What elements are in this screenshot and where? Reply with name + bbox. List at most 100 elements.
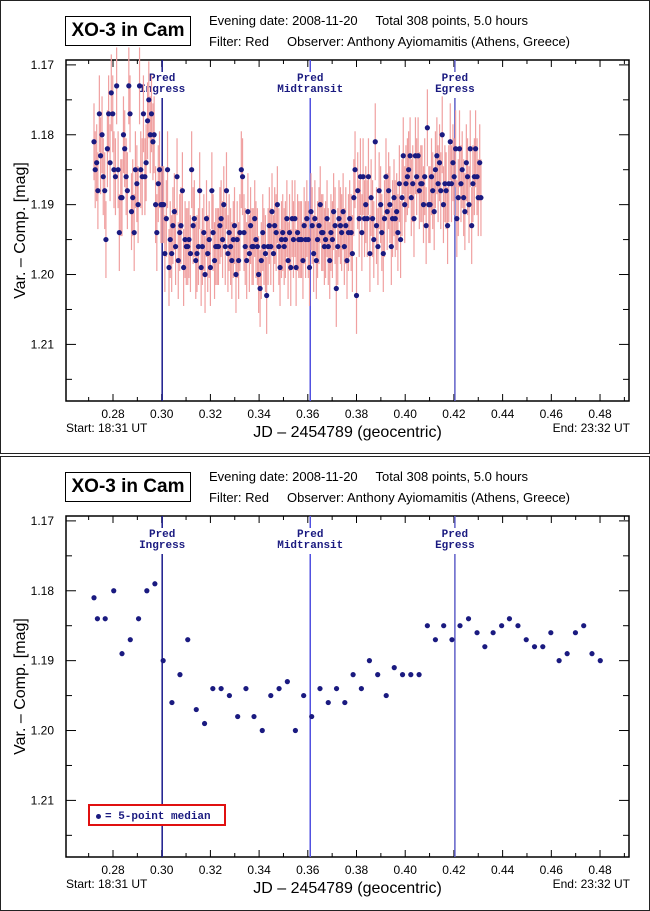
data-point: [455, 195, 461, 201]
data-point: [122, 146, 128, 152]
data-point: [182, 236, 188, 243]
data-point: [358, 685, 364, 692]
data-point: [343, 223, 349, 229]
data-point: [223, 188, 230, 194]
marker-label: Pred: [442, 529, 468, 541]
data-point: [333, 285, 339, 292]
data-point: [364, 216, 370, 222]
data-point: [432, 167, 439, 173]
data-point: [179, 188, 185, 194]
data-point: [123, 174, 129, 180]
data-point: [482, 644, 488, 650]
data-point: [391, 665, 397, 671]
x-tick-label: 0.30: [150, 407, 174, 421]
marker-label: Pred: [149, 73, 175, 85]
data-point: [420, 202, 427, 208]
marker-label: Midtransit: [277, 540, 343, 552]
data-point: [228, 243, 234, 250]
marker-label: Egress: [435, 540, 475, 552]
data-point: [448, 181, 455, 187]
data-point: [94, 160, 100, 166]
data-point: [410, 181, 416, 187]
data-point: [127, 637, 133, 643]
data-point: [581, 623, 587, 629]
data-point: [181, 264, 187, 271]
data-point: [230, 236, 236, 243]
data-point: [140, 111, 147, 117]
data-point: [341, 243, 347, 250]
data-point: [252, 216, 258, 222]
x-tick-label: 0.36: [296, 407, 320, 421]
data-point: [153, 202, 159, 208]
data-point: [285, 257, 291, 264]
data-point: [197, 188, 203, 194]
data-point: [273, 229, 279, 236]
data-point: [150, 139, 156, 145]
data-point: [115, 167, 121, 173]
data-point: [152, 581, 158, 587]
data-point: [378, 202, 384, 208]
data-point: [407, 153, 413, 159]
data-point: [147, 132, 153, 138]
data-point: [397, 236, 404, 243]
data-point: [293, 264, 299, 271]
data-point: [231, 223, 238, 229]
data-point: [199, 243, 205, 250]
data-point: [116, 229, 122, 236]
data-point: [394, 209, 400, 215]
y-axis-title: Var. – Comp. [mag]: [12, 162, 29, 299]
data-point: [266, 223, 272, 229]
data-point: [523, 637, 529, 643]
data-point: [194, 250, 200, 257]
data-point: [100, 174, 106, 180]
data-point: [97, 153, 104, 159]
y-tick-label: 1.19: [31, 654, 55, 668]
data-point: [134, 181, 140, 187]
data-point: [353, 292, 360, 299]
data-point: [178, 223, 184, 229]
data-point: [143, 160, 149, 166]
data-point: [352, 167, 358, 173]
end-time-label: End: 23:32 UT: [553, 877, 631, 891]
x-tick-label: 0.32: [199, 407, 223, 421]
data-point: [403, 181, 409, 187]
data-point: [218, 685, 224, 692]
data-point: [258, 257, 264, 264]
data-point: [251, 713, 257, 720]
data-point: [191, 216, 197, 222]
data-point: [548, 630, 554, 636]
data-point: [515, 623, 521, 629]
data-point: [333, 685, 340, 692]
data-point: [540, 644, 546, 650]
data-point: [211, 257, 218, 264]
data-point: [242, 243, 248, 250]
data-point: [391, 195, 397, 201]
data-point: [444, 223, 451, 229]
data-point: [169, 250, 175, 257]
data-point: [324, 216, 330, 222]
data-point: [201, 229, 207, 236]
data-point: [466, 202, 472, 208]
data-point: [373, 223, 380, 229]
data-point: [288, 264, 294, 271]
data-point: [363, 202, 369, 208]
data-point: [430, 188, 436, 194]
x-tick-label: 0.36: [296, 863, 320, 877]
x-tick-label: 0.38: [345, 863, 369, 877]
data-point: [414, 174, 420, 180]
data-point: [442, 181, 448, 187]
data-point: [355, 188, 361, 194]
data-point: [276, 685, 282, 692]
marker-label: Egress: [435, 84, 475, 96]
data-point: [95, 188, 101, 194]
data-point: [325, 699, 331, 706]
data-point: [348, 229, 354, 236]
data-point: [301, 223, 307, 229]
data-point: [332, 223, 338, 229]
data-point: [237, 229, 243, 236]
data-point: [119, 651, 125, 657]
data-point: [344, 257, 350, 264]
legend: = 5-point median: [88, 804, 226, 826]
data-point: [166, 264, 172, 271]
legend-label: = 5-point median: [105, 811, 211, 823]
